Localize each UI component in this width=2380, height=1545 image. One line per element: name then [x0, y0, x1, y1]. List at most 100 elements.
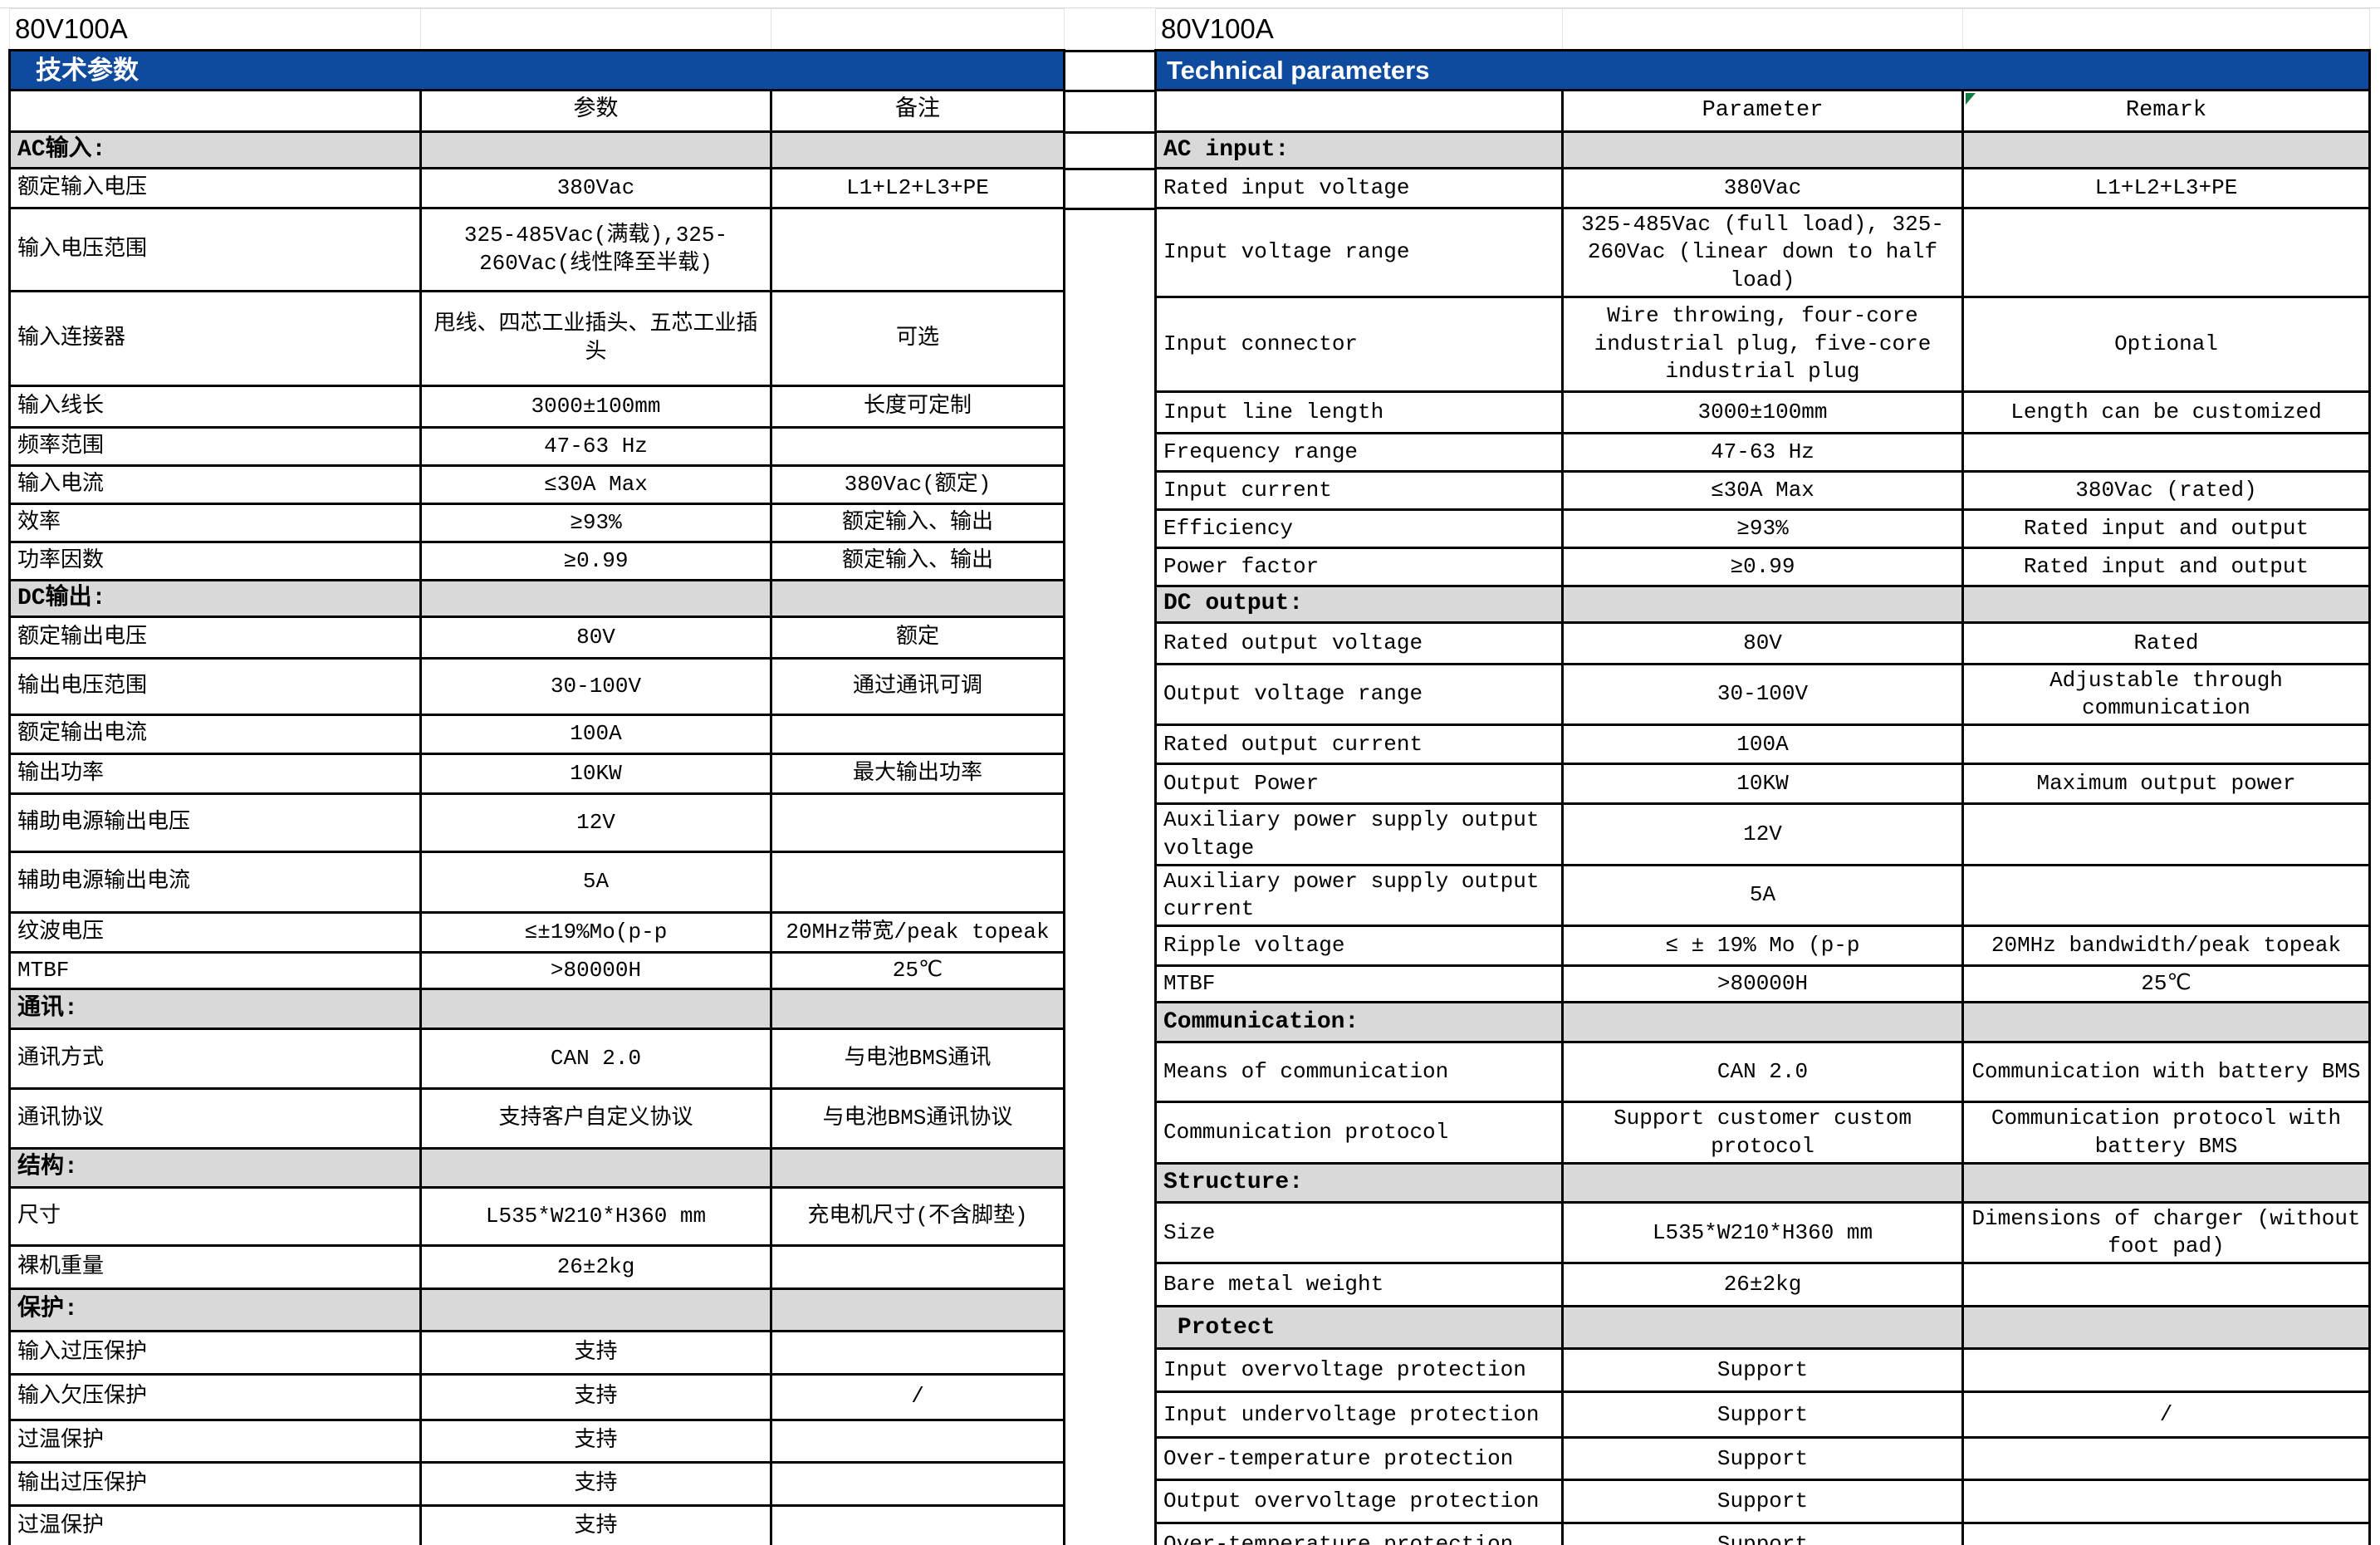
- label-cell[interactable]: 输入电压范围: [8, 207, 422, 292]
- parameter-cell[interactable]: Support: [1561, 1522, 1964, 1545]
- label-cell[interactable]: 输入线长: [8, 385, 422, 429]
- parameter-cell[interactable]: 支持: [419, 1330, 772, 1376]
- label-cell[interactable]: 额定输入电压: [8, 167, 422, 209]
- parameter-cell[interactable]: Support: [1561, 1347, 1964, 1394]
- label-cell[interactable]: 保护:: [8, 1288, 422, 1332]
- remark-cell[interactable]: L1+L2+L3+PE: [1961, 167, 2371, 209]
- label-cell[interactable]: AC输入:: [8, 130, 422, 169]
- remark-cell[interactable]: /: [770, 1373, 1065, 1421]
- empty-cell[interactable]: [1562, 8, 1963, 51]
- parameter-cell[interactable]: Support: [1561, 1479, 1964, 1525]
- parameter-cell[interactable]: 80V: [419, 616, 772, 660]
- remark-cell[interactable]: 与电池BMS通讯协议: [770, 1087, 1065, 1150]
- sheet-title-cell[interactable]: 80V100A: [1155, 8, 1563, 51]
- parameter-cell[interactable]: [419, 988, 772, 1030]
- parameter-cell[interactable]: 380Vac: [419, 167, 772, 209]
- label-cell[interactable]: 功率因数: [8, 541, 422, 581]
- parameter-cell[interactable]: 12V: [419, 792, 772, 853]
- parameter-cell[interactable]: 380Vac: [1561, 167, 1964, 209]
- remark-cell[interactable]: [1961, 863, 2371, 928]
- parameter-cell[interactable]: 47-63 Hz: [419, 426, 772, 467]
- remark-cell[interactable]: Adjustable through communication: [1961, 662, 2371, 727]
- remark-cell[interactable]: [770, 1461, 1065, 1507]
- remark-cell[interactable]: [770, 1330, 1065, 1376]
- label-cell[interactable]: 纹波电压: [8, 911, 422, 954]
- parameter-cell[interactable]: ≥93%: [1561, 508, 1964, 549]
- remark-cell[interactable]: 最大输出功率: [770, 753, 1065, 795]
- parameter-cell[interactable]: ≥0.99: [1561, 546, 1964, 587]
- remark-cell[interactable]: [770, 1147, 1065, 1189]
- remark-cell[interactable]: [770, 792, 1065, 853]
- label-cell[interactable]: 辅助电源输出电压: [8, 792, 422, 853]
- parameter-cell[interactable]: 12V: [1561, 802, 1964, 866]
- parameter-cell[interactable]: 26±2kg: [1561, 1262, 1964, 1308]
- label-cell[interactable]: Efficiency: [1154, 508, 1564, 549]
- remark-cell[interactable]: 额定输入、输出: [770, 541, 1065, 581]
- label-cell[interactable]: 输入欠压保护: [8, 1373, 422, 1421]
- remark-cell[interactable]: Optional: [1961, 295, 2371, 393]
- parameter-cell[interactable]: 325-485Vac (full load), 325-260Vac (line…: [1561, 207, 1964, 298]
- parameter-cell[interactable]: 支持: [419, 1419, 772, 1464]
- remark-cell[interactable]: [1961, 1161, 2371, 1204]
- label-cell[interactable]: Size: [1154, 1200, 1564, 1265]
- remark-cell[interactable]: Rated input and output: [1961, 546, 2371, 587]
- remark-column-header[interactable]: 备注: [770, 89, 1065, 133]
- parameter-cell[interactable]: Support: [1561, 1390, 1964, 1440]
- remark-cell[interactable]: [770, 1288, 1065, 1332]
- remark-cell[interactable]: 380Vac (rated): [1961, 469, 2371, 511]
- remark-cell[interactable]: 25℃: [770, 951, 1065, 990]
- remark-cell[interactable]: [770, 988, 1065, 1030]
- label-cell[interactable]: Structure:: [1154, 1161, 1564, 1204]
- label-cell[interactable]: Protect: [1154, 1305, 1564, 1351]
- parameter-cell[interactable]: [1561, 1001, 1964, 1044]
- label-cell[interactable]: 尺寸: [8, 1186, 422, 1247]
- remark-cell[interactable]: [770, 130, 1065, 169]
- label-cell[interactable]: Rated output voltage: [1154, 620, 1564, 665]
- remark-cell[interactable]: [770, 851, 1065, 914]
- remark-cell[interactable]: [1961, 584, 2371, 624]
- empty-cell[interactable]: [420, 8, 771, 51]
- parameter-cell[interactable]: [1561, 130, 1964, 169]
- label-cell[interactable]: 过温保护: [8, 1504, 422, 1545]
- label-cell[interactable]: Communication protocol: [1154, 1101, 1564, 1165]
- label-cell[interactable]: Input line length: [1154, 390, 1564, 434]
- empty-cell[interactable]: [771, 8, 1065, 51]
- remark-cell[interactable]: [770, 714, 1065, 755]
- label-cell[interactable]: Means of communication: [1154, 1041, 1564, 1104]
- parameter-cell[interactable]: ≤30A Max: [419, 464, 772, 505]
- label-cell[interactable]: Auxiliary power supply output voltage: [1154, 802, 1564, 866]
- remark-cell[interactable]: 20MHz bandwidth/peak topeak: [1961, 925, 2371, 968]
- label-cell[interactable]: Over-temperature protection: [1154, 1436, 1564, 1482]
- label-cell[interactable]: 输入连接器: [8, 290, 422, 387]
- label-cell[interactable]: Input voltage range: [1154, 207, 1564, 298]
- remark-cell[interactable]: [1961, 207, 2371, 298]
- parameter-cell[interactable]: 47-63 Hz: [1561, 431, 1964, 473]
- parameter-column-header[interactable]: Parameter: [1561, 89, 1964, 133]
- label-cell[interactable]: Over-temperature protection: [1154, 1522, 1564, 1545]
- remark-cell[interactable]: Rated: [1961, 620, 2371, 665]
- remark-cell[interactable]: 可选: [770, 290, 1065, 387]
- parameter-cell[interactable]: L535*W210*H360 mm: [419, 1186, 772, 1247]
- label-cell[interactable]: Communication:: [1154, 1001, 1564, 1044]
- parameter-cell[interactable]: 325-485Vac(满载),325-260Vac(线性降至半载): [419, 207, 772, 292]
- parameter-cell[interactable]: [419, 579, 772, 618]
- parameter-cell[interactable]: [1561, 1305, 1964, 1351]
- remark-cell[interactable]: [770, 1244, 1065, 1290]
- label-cell[interactable]: 额定输出电压: [8, 616, 422, 660]
- remark-cell[interactable]: [770, 1419, 1065, 1464]
- label-cell[interactable]: Rated output current: [1154, 723, 1564, 766]
- remark-cell[interactable]: [1961, 802, 2371, 866]
- label-cell[interactable]: DC输出:: [8, 579, 422, 618]
- parameter-cell[interactable]: [419, 130, 772, 169]
- remark-cell[interactable]: Dimensions of charger (without foot pad): [1961, 1200, 2371, 1265]
- empty-header-cell[interactable]: [8, 89, 422, 133]
- label-cell[interactable]: Bare metal weight: [1154, 1262, 1564, 1308]
- label-cell[interactable]: Output voltage range: [1154, 662, 1564, 727]
- label-cell[interactable]: 效率: [8, 503, 422, 543]
- label-cell[interactable]: MTBF: [8, 951, 422, 990]
- remark-cell[interactable]: [1961, 1522, 2371, 1545]
- remark-cell[interactable]: [770, 426, 1065, 467]
- label-cell[interactable]: 通讯:: [8, 988, 422, 1030]
- label-cell[interactable]: 输出电压范围: [8, 657, 422, 716]
- parameter-cell[interactable]: Support customer custom protocol: [1561, 1101, 1964, 1165]
